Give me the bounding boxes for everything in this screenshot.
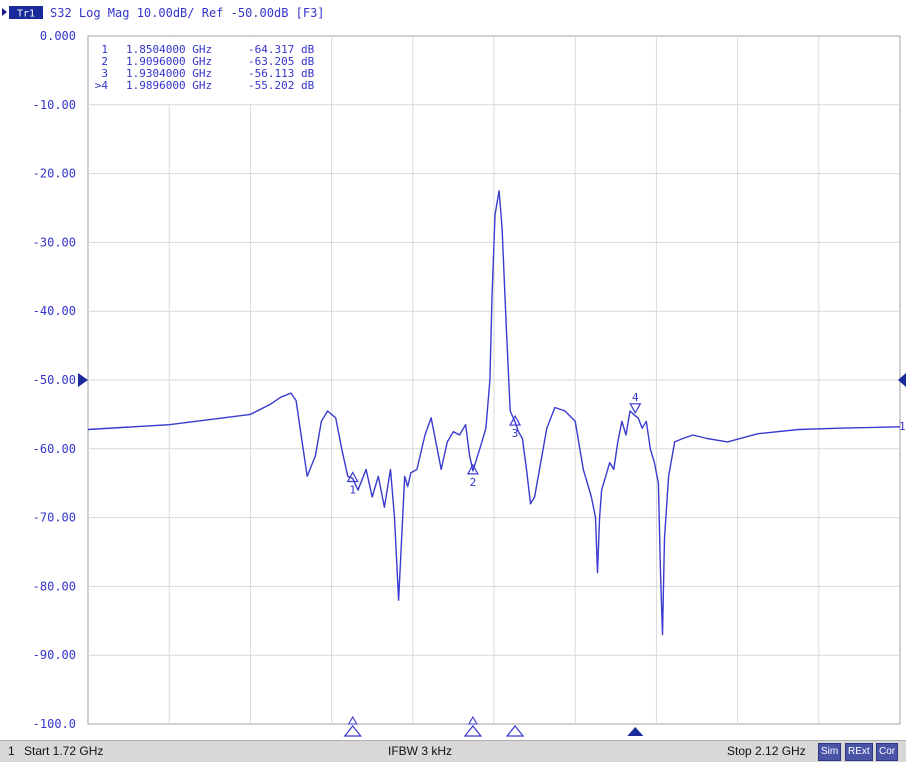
y-tick-label: -20.00 (33, 167, 76, 181)
marker-id: 2 (101, 55, 108, 68)
marker-stimulus-indicator-2[interactable] (463, 715, 483, 737)
marker-4[interactable]: 4 (629, 391, 642, 415)
marker-stimulus-indicator-3[interactable] (505, 725, 525, 737)
y-tick-label: -90.00 (33, 648, 76, 662)
sim-badge[interactable]: Sim (818, 743, 842, 761)
trace-tag-badge[interactable] (9, 6, 43, 19)
marker-indicator-icon (467, 715, 478, 725)
marker-triangle-icon (466, 463, 479, 475)
marker-number-label: 3 (512, 427, 519, 440)
marker-triangle-icon (509, 414, 522, 426)
markers-layer: 1 2 3 4 (343, 391, 644, 737)
marker-id: >4 (95, 79, 109, 92)
marker-id: 3 (101, 67, 108, 80)
stop-frequency[interactable]: Stop 2.12 GHz (727, 744, 806, 758)
y-tick-label: -50.00 (33, 373, 76, 387)
trace-line-s32 (87, 190, 901, 636)
marker-table-row[interactable]: 2 1.9096000 GHz -63.205 dB (101, 55, 314, 68)
marker-stimulus-indicator-4[interactable] (627, 727, 644, 736)
marker-value: -55.202 dB (248, 79, 315, 92)
y-tick-label: -60.00 (33, 442, 76, 456)
marker-table-row[interactable]: >4 1.9896000 GHz -55.202 dB (95, 79, 315, 92)
grid (88, 36, 900, 724)
y-tick-label: -30.00 (33, 235, 76, 249)
cor-badge[interactable]: Cor (876, 743, 899, 761)
trace-tag-text: Tr1 (17, 9, 35, 20)
status-bar: 1 Start 1.72 GHz IFBW 3 kHz Stop 2.12 GH… (0, 740, 906, 762)
reference-level-left-icon[interactable] (78, 373, 88, 387)
trace-header-text: S32 Log Mag 10.00dB/ Ref -50.00dB [F3] (50, 6, 325, 20)
marker-indicator-icon (347, 715, 358, 725)
marker-id: 1 (101, 43, 108, 56)
marker-frequency: 1.9096000 GHz (126, 55, 212, 68)
marker-1[interactable]: 1 (346, 471, 359, 497)
marker-triangle-icon (346, 471, 359, 483)
marker-triangle-icon (629, 403, 642, 415)
start-frequency[interactable]: Start 1.72 GHz (24, 744, 104, 758)
marker-frequency: 1.9896000 GHz (126, 79, 212, 92)
y-tick-label: -40.00 (33, 304, 76, 318)
y-tick-label: -100.0 (33, 717, 76, 731)
marker-number-label: 2 (470, 476, 477, 489)
trace-menu-arrow-icon[interactable] (2, 8, 7, 16)
marker-indicator-icon (343, 725, 362, 737)
y-tick-label: -70.00 (33, 511, 76, 525)
marker-stimulus-indicator-1[interactable] (343, 715, 362, 737)
marker-2[interactable]: 2 (466, 463, 479, 489)
marker-indicator-icon (505, 725, 525, 737)
marker-frequency: 1.9304000 GHz (126, 67, 212, 80)
y-tick-label: -80.00 (33, 579, 76, 593)
channel-number[interactable]: 1 (8, 744, 15, 758)
y-axis-labels: 0.000 -10.00 -20.00 -30.00 -40.00 -50.00 -60.0… (33, 29, 76, 731)
marker-number-label: 1 (349, 484, 356, 497)
reference-level-right-icon[interactable] (898, 373, 906, 387)
y-tick-label: 0.000 (40, 29, 76, 43)
rext-badge[interactable]: RExt (845, 743, 873, 761)
trace-end-label: 1 (899, 420, 906, 433)
y-tick-label: -10.00 (33, 98, 76, 112)
marker-table-row[interactable]: 3 1.9304000 GHz -56.113 dB (101, 67, 314, 80)
marker-table-bg (90, 38, 330, 104)
marker-table: 1 1.8504000 GHz -64.317 dB 2 1.9096000 GHz -6… (95, 43, 315, 92)
marker-indicator-icon (463, 725, 483, 737)
marker-value: -56.113 dB (248, 67, 315, 80)
marker-value: -64.317 dB (248, 43, 315, 56)
marker-value: -63.205 dB (248, 55, 315, 68)
ifbw-setting[interactable]: IFBW 3 kHz (388, 744, 453, 758)
marker-number-label: 4 (632, 391, 639, 404)
marker-3[interactable]: 3 (509, 414, 522, 440)
active-marker-indicator-icon (627, 727, 644, 736)
marker-table-row[interactable]: 1 1.8504000 GHz -64.317 dB (101, 43, 314, 56)
marker-frequency: 1.8504000 GHz (126, 43, 212, 56)
